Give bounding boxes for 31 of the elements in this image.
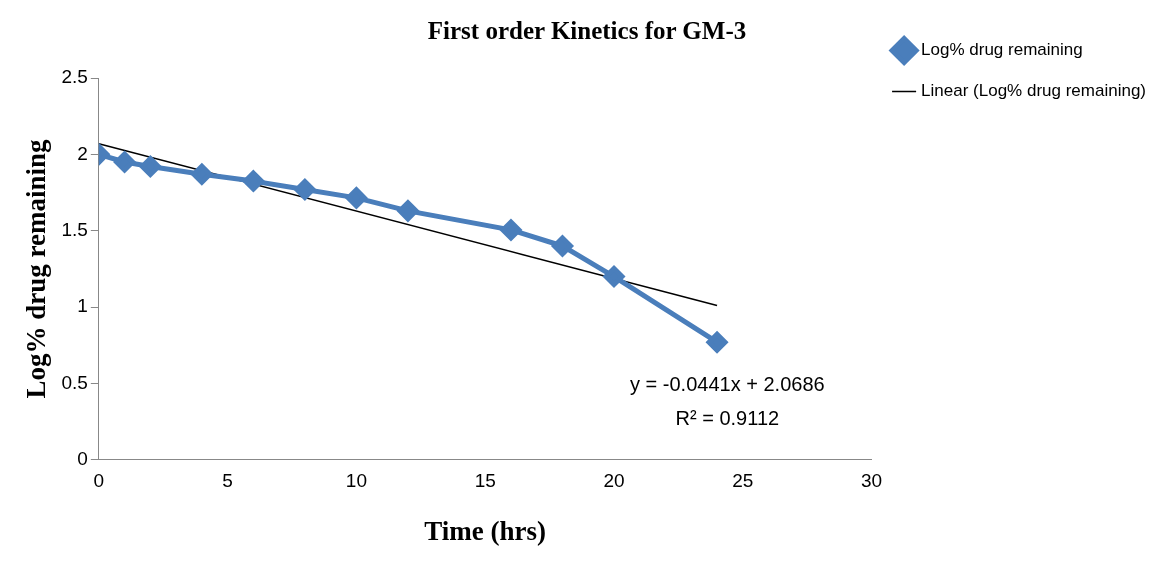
point [139, 156, 161, 178]
legend-label: Linear (Log% drug remaining) [921, 81, 1146, 101]
point [114, 151, 136, 173]
x-axis-title: Time (hrs) [424, 515, 547, 546]
y-tick-label: 1 [77, 295, 88, 317]
annotation: R² = 0.9112 [675, 407, 780, 430]
point [706, 331, 728, 353]
x-tick-label: 5 [222, 470, 233, 492]
point [294, 178, 316, 200]
point [397, 200, 419, 222]
x-tick-label: 15 [474, 470, 496, 492]
x-tick-label: 0 [93, 470, 105, 492]
point [191, 163, 213, 185]
y-axis-title: Log% drug remaining [21, 138, 52, 399]
y-tick-label: 1.5 [61, 218, 88, 240]
y-tick-label: 0.5 [61, 371, 88, 393]
x-tick-label: 10 [345, 470, 367, 492]
point [551, 235, 573, 257]
point [500, 219, 522, 241]
point [242, 170, 264, 192]
legend-label: Log% drug remaining [921, 40, 1083, 60]
y-tick-label: 0 [77, 448, 88, 470]
x-tick-label: 30 [861, 470, 883, 492]
x-tick-label: 25 [732, 470, 754, 492]
chart-title: First order Kinetics for GM-3 [427, 17, 747, 45]
point [345, 187, 367, 209]
annotation: y = -0.0441x + 2.0686 [630, 373, 825, 396]
y-tick-label: 2.5 [61, 66, 88, 88]
x-tick-label: 20 [603, 470, 625, 492]
point [603, 266, 625, 288]
y-tick-label: 2 [77, 142, 88, 164]
